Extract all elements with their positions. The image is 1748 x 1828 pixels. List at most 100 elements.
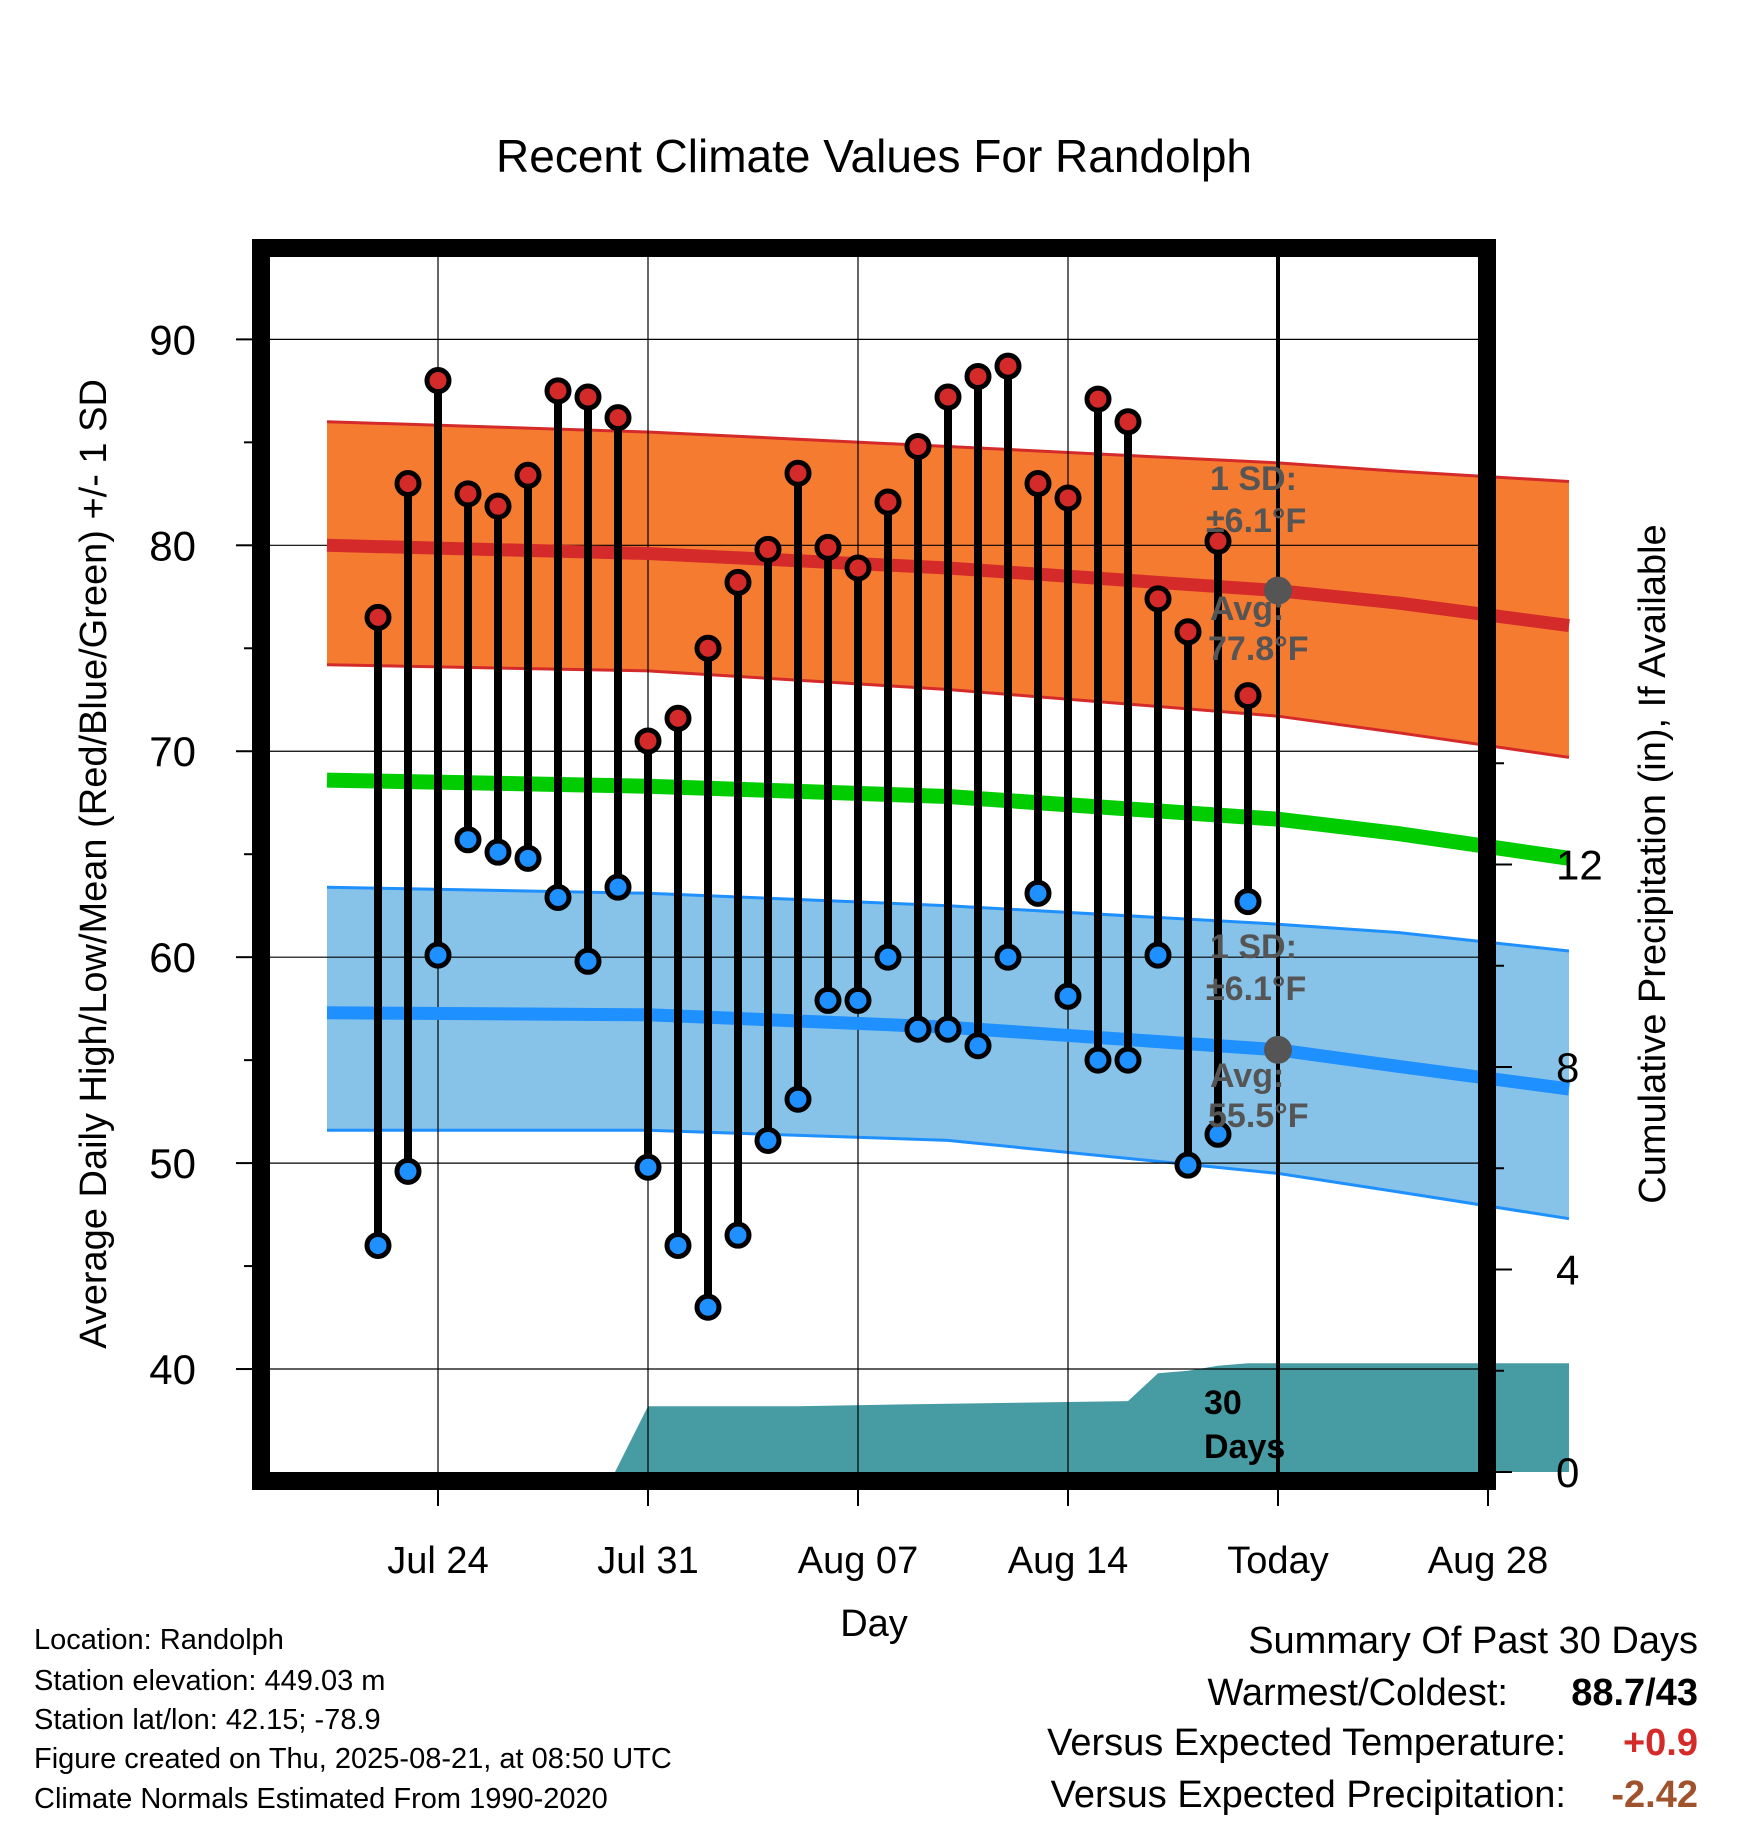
summary-title: Summary Of Past 30 Days <box>1248 1620 1698 1662</box>
high-marker <box>844 554 872 582</box>
low-marker <box>814 986 842 1014</box>
low-marker <box>664 1231 692 1259</box>
y-tick-label: 70 <box>149 728 196 775</box>
high-sd-value: ±6.1°F <box>1206 502 1306 540</box>
y2-tick-label: 12 <box>1556 842 1603 889</box>
high-marker <box>934 383 962 411</box>
low-marker <box>604 873 632 901</box>
y-tick-label: 60 <box>149 934 196 981</box>
low-avg-value: 55.5°F <box>1208 1097 1309 1135</box>
low-marker <box>514 844 542 872</box>
high-marker <box>1054 484 1082 512</box>
y2-tick-label: 4 <box>1556 1247 1579 1294</box>
created-text: Figure created on Thu, 2025-08-21, at 08… <box>34 1743 672 1775</box>
warmest-label: Warmest/Coldest: <box>1207 1672 1508 1714</box>
high-avg-line <box>326 538 1570 633</box>
y-axis-left: 40 50 60 70 80 90 <box>149 316 252 1393</box>
low-marker <box>544 883 572 911</box>
high-marker <box>1144 585 1172 613</box>
low-avg-label: Avg: <box>1210 1057 1284 1095</box>
high-marker <box>1024 470 1052 498</box>
y2-tick-label: 0 <box>1556 1449 1579 1496</box>
high-marker <box>724 568 752 596</box>
x-tick-label: Jul 31 <box>597 1540 698 1582</box>
y2-tick-label: 8 <box>1556 1044 1579 1091</box>
low-marker <box>784 1085 812 1113</box>
high-marker <box>1174 618 1202 646</box>
low-marker <box>844 986 872 1014</box>
high-marker <box>634 727 662 755</box>
x-axis: Jul 24 Jul 31 Aug 07 Aug 14 Today Aug 28 <box>387 1490 1548 1582</box>
high-marker <box>964 362 992 390</box>
temp-label: Versus Expected Temperature: <box>1047 1722 1566 1764</box>
low-marker <box>904 1015 932 1043</box>
y-tick-label: 40 <box>149 1346 196 1393</box>
y-tick-label: 50 <box>149 1140 196 1187</box>
y-tick-label: 80 <box>149 522 196 569</box>
high-marker <box>904 432 932 460</box>
low-marker <box>694 1293 722 1321</box>
low-marker <box>634 1153 662 1181</box>
low-marker <box>754 1126 782 1154</box>
low-marker <box>1084 1046 1112 1074</box>
high-marker <box>1114 408 1142 436</box>
low-marker <box>964 1032 992 1060</box>
plot-frame <box>252 239 1496 1490</box>
high-lower-edge <box>326 663 1570 759</box>
precip-area-shape <box>615 1363 1569 1472</box>
low-marker <box>1054 982 1082 1010</box>
precip-label: Versus Expected Precipitation: <box>1050 1774 1566 1816</box>
y-tick-label: 90 <box>149 316 196 363</box>
x-axis-label: Day <box>840 1603 908 1645</box>
low-marker <box>574 947 602 975</box>
low-marker <box>874 943 902 971</box>
high-marker <box>994 352 1022 380</box>
low-marker <box>364 1231 392 1259</box>
y-axis-right: 0 4 8 12 <box>1496 762 1603 1496</box>
high-marker <box>514 461 542 489</box>
location-text: Location: Randolph <box>34 1624 284 1656</box>
high-marker <box>1204 527 1232 555</box>
low-lower-edge <box>327 1128 1570 1221</box>
low-marker <box>1144 941 1172 969</box>
low-marker <box>454 826 482 854</box>
y2-axis-label: Cumulative Precipitation (in), If Availa… <box>1632 524 1674 1203</box>
x-tick-label: Aug 14 <box>1008 1540 1128 1582</box>
low-marker <box>1024 879 1052 907</box>
high-marker <box>694 634 722 662</box>
annotations: 1 SD: ±6.1°F Avg: 77.8°F 1 SD: ±6.1°F Av… <box>1204 460 1309 1466</box>
high-marker <box>664 704 692 732</box>
high-marker <box>604 404 632 432</box>
today-high-avg-marker <box>1264 576 1292 605</box>
high-avg-value: 77.8°F <box>1208 630 1309 668</box>
low-avg-line <box>326 1006 1570 1096</box>
warmest-value: 88.7/43 <box>1571 1672 1698 1714</box>
low-marker <box>394 1157 422 1185</box>
high-marker <box>754 535 782 563</box>
low-marker <box>1204 1120 1232 1148</box>
x-tick-label: Aug 07 <box>798 1540 918 1582</box>
high-avg-label: Avg: <box>1210 590 1284 628</box>
latlon-text: Station lat/lon: 42.15; -78.9 <box>34 1704 381 1736</box>
high-marker <box>574 383 602 411</box>
low-marker <box>1234 888 1262 916</box>
high-marker <box>1084 385 1112 413</box>
normals-text: Climate Normals Estimated From 1990-2020 <box>34 1783 608 1815</box>
high-marker <box>424 367 452 395</box>
temp-value: +0.9 <box>1622 1722 1698 1764</box>
high-marker <box>874 488 902 516</box>
low-upper-edge <box>326 885 1570 953</box>
x-tick-label: Jul 24 <box>387 1540 488 1582</box>
today-low-avg-marker <box>1264 1035 1292 1064</box>
high-marker <box>394 470 422 498</box>
daily-stems <box>374 366 1252 1308</box>
low-marker <box>724 1221 752 1249</box>
days-label-2: Days <box>1204 1428 1285 1466</box>
low-sd-band <box>327 887 1569 1219</box>
elevation-text: Station elevation: 449.03 m <box>34 1665 386 1697</box>
low-marker <box>934 1015 962 1043</box>
y-axis-label: Average Daily High/Low/Mean (Red/Blue/Gr… <box>73 379 115 1349</box>
normal-lines <box>326 538 1571 1096</box>
high-marker <box>454 480 482 508</box>
